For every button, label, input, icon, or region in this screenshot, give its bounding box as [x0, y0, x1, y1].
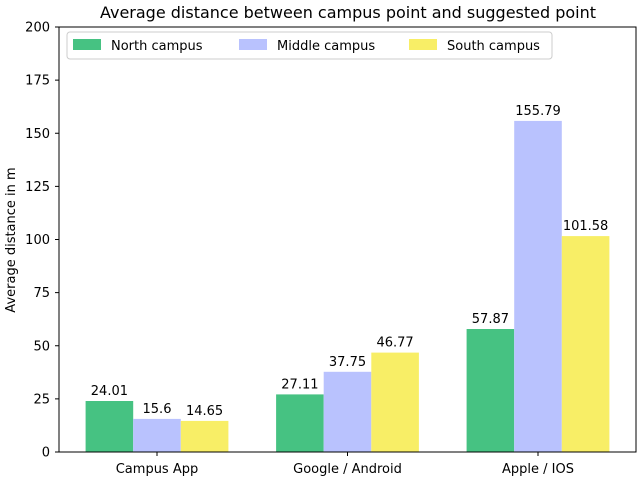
- bar-0-0: [85, 401, 134, 452]
- legend-swatch: [239, 39, 267, 50]
- bar-2-1: [514, 120, 562, 453]
- legend-swatch: [409, 39, 437, 50]
- bar-2-0: [466, 329, 515, 452]
- y-tick-label: 200: [25, 21, 50, 36]
- data-labels-group: 24.01 15.6 14.65 27.11 37.75 46.77 57.87 155.79…: [91, 104, 609, 419]
- data-label: 24.01: [91, 384, 128, 399]
- axes-group: Campus App Google / Android Apple / IOS 0 25…: [25, 21, 637, 477]
- data-label: 101.58: [563, 219, 609, 234]
- y-axis-title: Average distance in m: [4, 167, 19, 312]
- data-label: 155.79: [515, 104, 561, 119]
- plot-frame: [58, 26, 637, 453]
- bar-1-2: [371, 352, 419, 452]
- y-tick-label: 25: [33, 392, 50, 407]
- data-label: 27.11: [281, 377, 318, 392]
- bar-2-2: [561, 236, 610, 452]
- chart-title: Average distance between campus point an…: [100, 3, 596, 22]
- y-tick-label: 125: [25, 180, 50, 195]
- bar-1-0: [276, 394, 324, 452]
- x-tick-label: Campus App: [116, 462, 199, 477]
- legend-box: [66, 31, 553, 60]
- x-tick-label: Google / Android: [293, 462, 402, 477]
- y-tick-label: 50: [33, 339, 50, 354]
- legend-label: Middle campus: [277, 39, 375, 54]
- y-tick-label: 150: [25, 127, 50, 142]
- bar-1-1: [323, 371, 372, 452]
- data-label: 57.87: [472, 312, 509, 327]
- x-tick-label: Apple / IOS: [502, 462, 574, 477]
- legend-label: North campus: [111, 39, 203, 54]
- y-tick-label: 175: [25, 74, 50, 89]
- bars-group: [85, 120, 610, 453]
- data-label: 15.6: [143, 402, 172, 417]
- bar-0-1: [133, 418, 181, 452]
- data-label: 14.65: [186, 404, 223, 419]
- y-tick-label: 100: [25, 233, 50, 248]
- y-tick-label: 0: [42, 446, 50, 461]
- y-tick-label: 75: [33, 286, 50, 301]
- legend: North campus Middle campus South campus: [66, 31, 553, 60]
- data-label: 46.77: [376, 336, 413, 351]
- data-label: 37.75: [329, 355, 366, 370]
- legend-label: South campus: [447, 39, 540, 54]
- legend-swatch: [73, 39, 101, 50]
- bar-0-2: [180, 420, 229, 452]
